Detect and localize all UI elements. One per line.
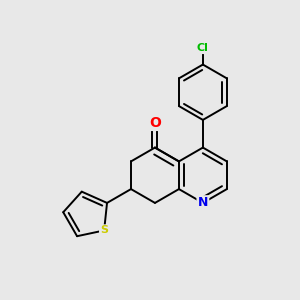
Text: Cl: Cl xyxy=(197,43,209,53)
Text: S: S xyxy=(100,225,108,236)
Text: N: N xyxy=(198,196,208,209)
Text: O: O xyxy=(149,116,161,130)
